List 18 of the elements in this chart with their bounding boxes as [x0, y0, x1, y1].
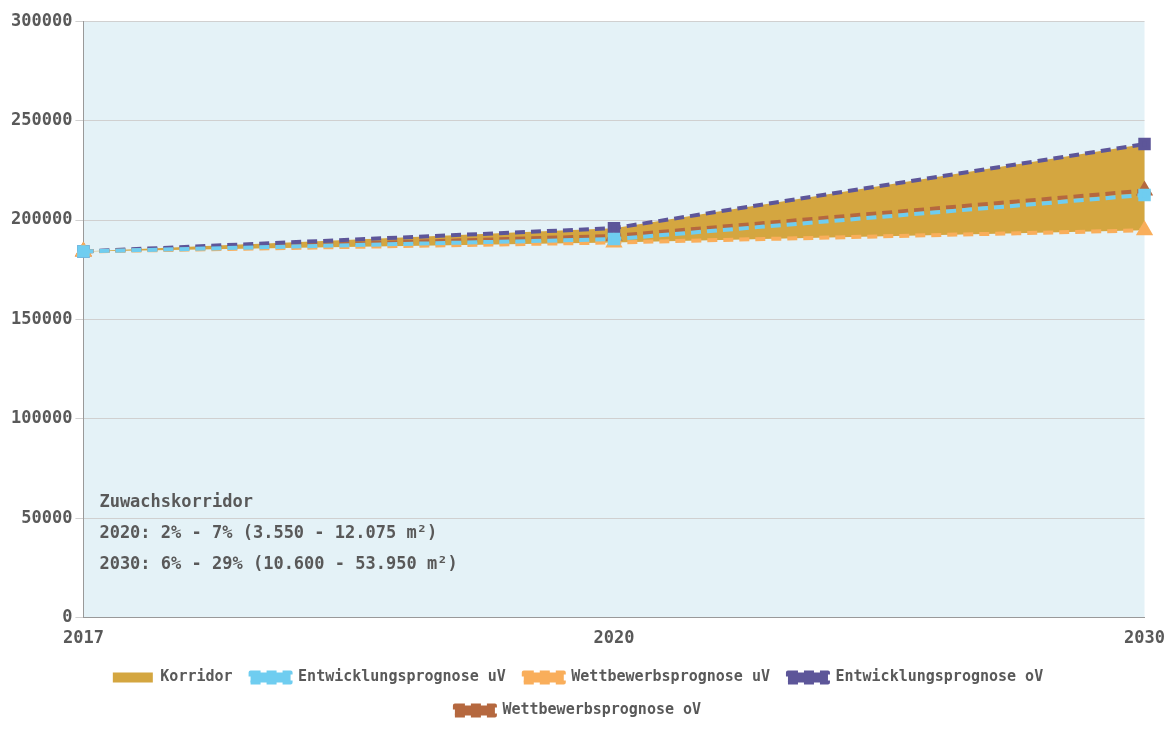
legend-label: Entwicklungsprognose oV [835, 667, 1044, 686]
annotation: 2030: 6% - 29% (10.600 - 53.950 m²) [99, 553, 458, 574]
y-tick-label: 200000 [10, 208, 73, 229]
y-tick-label: 150000 [10, 307, 73, 328]
annotation: 2020: 2% - 7% (3.550 - 12.075 m²) [99, 522, 438, 543]
legend-label: Wettbewerbsprognose uV [571, 667, 770, 686]
legend-label: Korridor [160, 667, 233, 686]
y-tick-label: 0 [62, 606, 73, 627]
y-tick-label: 100000 [10, 407, 73, 428]
legend-label: Wettbewerbsprognose oV [502, 700, 702, 719]
x-tick-label: 2017 [62, 627, 104, 648]
legend-label: Entwicklungsprognose uV [298, 667, 506, 686]
y-tick-label: 50000 [21, 506, 73, 527]
y-tick-label: 250000 [10, 109, 73, 130]
x-tick-label: 2030 [1124, 627, 1166, 648]
y-tick-label: 300000 [10, 9, 73, 30]
annotation: Zuwachskorridor [99, 491, 253, 512]
x-tick-label: 2020 [593, 627, 635, 648]
